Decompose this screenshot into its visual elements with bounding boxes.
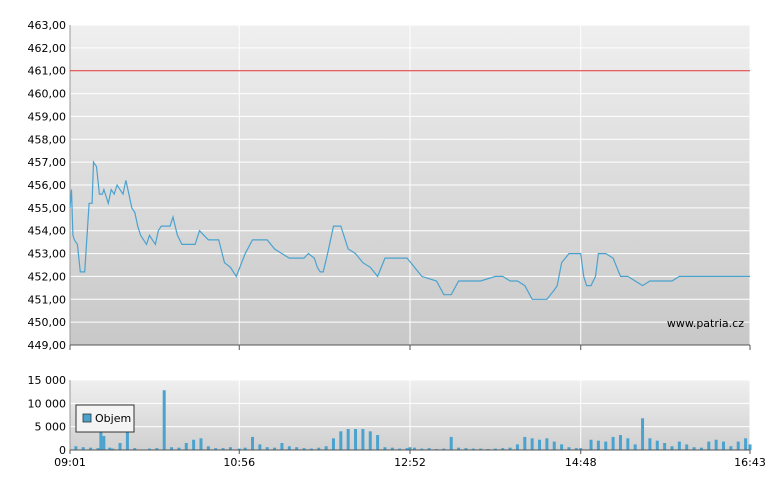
volume-bar bbox=[715, 440, 718, 450]
volume-bar bbox=[450, 437, 453, 450]
volume-legend: Objem bbox=[76, 405, 134, 432]
price-y-tick-label: 455,00 bbox=[28, 202, 67, 215]
volume-bar bbox=[545, 438, 548, 450]
volume-bar bbox=[634, 444, 637, 450]
volume-bar bbox=[185, 443, 188, 450]
watermark-text: www.patria.cz bbox=[667, 317, 744, 330]
volume-bar bbox=[332, 438, 335, 450]
volume-bar bbox=[199, 438, 202, 450]
x-tick-label: 14:48 bbox=[565, 456, 597, 469]
volume-bar bbox=[604, 442, 607, 450]
volume-bar bbox=[163, 390, 166, 450]
volume-bar bbox=[553, 442, 556, 450]
volume-bar bbox=[612, 437, 615, 450]
volume-bar bbox=[376, 435, 379, 450]
volume-bar bbox=[251, 437, 254, 450]
volume-bar bbox=[531, 438, 534, 450]
price-y-tick-label: 449,00 bbox=[28, 339, 67, 352]
price-y-tick-label: 461,00 bbox=[28, 65, 67, 78]
legend-label: Objem bbox=[95, 412, 131, 425]
volume-bar bbox=[207, 446, 210, 450]
price-panel: 463,00 462,00 461,00 460,00 459,00 458,00 457,… bbox=[28, 19, 751, 352]
price-y-tick-label: 456,00 bbox=[28, 179, 67, 192]
volume-bar bbox=[737, 442, 740, 450]
volume-bar bbox=[339, 431, 342, 450]
volume-bar bbox=[678, 442, 681, 450]
volume-bar bbox=[656, 441, 659, 450]
volume-bar bbox=[361, 429, 364, 450]
x-tick-label: 10:56 bbox=[223, 456, 255, 469]
volume-bar bbox=[74, 446, 77, 450]
price-y-tick-label: 457,00 bbox=[28, 156, 67, 169]
volume-bar bbox=[102, 436, 105, 450]
volume-bar bbox=[722, 442, 725, 450]
volume-bar bbox=[685, 444, 688, 450]
volume-bar bbox=[538, 440, 541, 450]
price-y-tick-label: 459,00 bbox=[28, 110, 67, 123]
volume-bar bbox=[744, 438, 747, 450]
volume-bar bbox=[641, 418, 644, 450]
volume-bar bbox=[619, 435, 622, 450]
volume-bar bbox=[670, 446, 673, 450]
volume-y-tick-label: 5 000 bbox=[35, 421, 67, 434]
volume-bar bbox=[325, 446, 328, 450]
legend-swatch bbox=[83, 414, 91, 422]
volume-bar bbox=[707, 442, 710, 450]
price-y-tick-label: 452,00 bbox=[28, 270, 67, 283]
volume-y-tick-label: 15 000 bbox=[28, 374, 67, 387]
volume-bar bbox=[729, 446, 732, 450]
volume-bar bbox=[369, 431, 372, 450]
price-y-tick-label: 463,00 bbox=[28, 19, 67, 32]
price-y-tick-label: 454,00 bbox=[28, 225, 67, 238]
volume-bar bbox=[523, 437, 526, 450]
volume-bar bbox=[516, 444, 519, 450]
volume-bar bbox=[590, 440, 593, 450]
price-y-tick-label: 462,00 bbox=[28, 42, 67, 55]
volume-bar bbox=[119, 443, 122, 450]
x-tick-label: 12:52 bbox=[394, 456, 426, 469]
volume-bar bbox=[626, 438, 629, 450]
volume-bar bbox=[648, 438, 651, 450]
volume-bar bbox=[597, 441, 600, 450]
volume-bar bbox=[192, 440, 195, 450]
volume-bar bbox=[280, 443, 283, 450]
x-tick-label: 16:43 bbox=[734, 456, 766, 469]
volume-bar bbox=[347, 429, 350, 450]
price-y-tick-label: 460,00 bbox=[28, 88, 67, 101]
volume-y-tick-label: 10 000 bbox=[28, 397, 67, 410]
volume-bar bbox=[354, 429, 357, 450]
volume-bar bbox=[749, 444, 752, 450]
price-y-tick-label: 450,00 bbox=[28, 316, 67, 329]
price-y-tick-label: 458,00 bbox=[28, 133, 67, 146]
volume-bar bbox=[663, 443, 666, 450]
price-y-tick-label: 451,00 bbox=[28, 293, 67, 306]
volume-bar bbox=[288, 446, 291, 450]
volume-bar bbox=[258, 444, 261, 450]
price-y-tick-label: 453,00 bbox=[28, 248, 67, 261]
volume-bar bbox=[560, 444, 563, 450]
x-tick-label: 09:01 bbox=[54, 456, 86, 469]
